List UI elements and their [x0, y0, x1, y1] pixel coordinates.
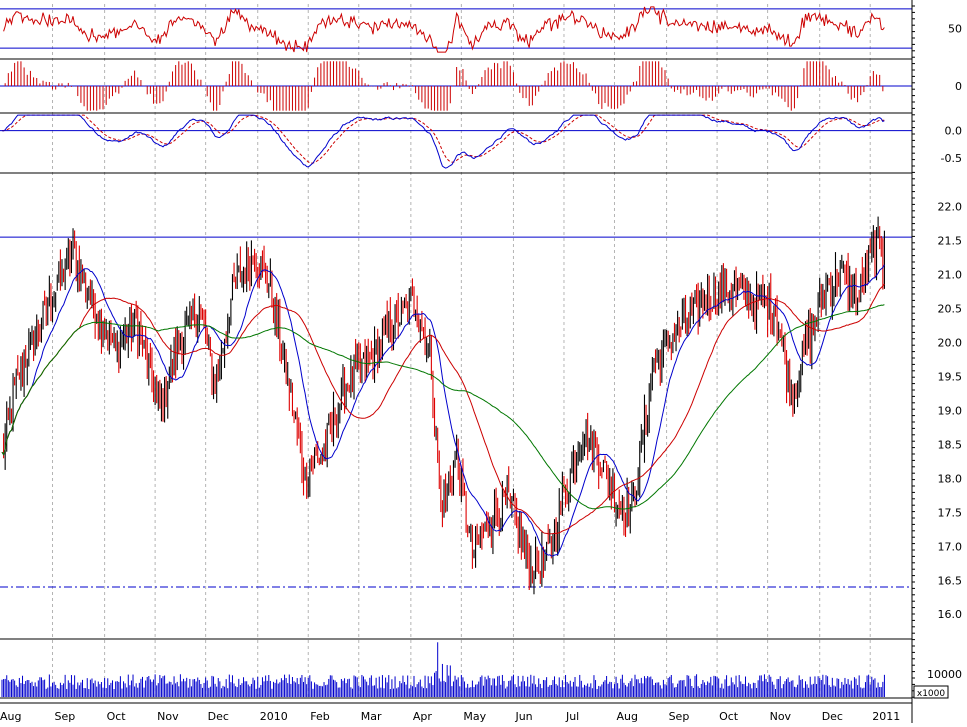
rsi-line [3, 6, 885, 53]
y-tick-label: 10000 [927, 668, 962, 681]
vertical-grid [52, 4, 871, 698]
y-tick-label: 21.5 [938, 235, 963, 248]
x-tick-label: Jul [565, 710, 579, 723]
moving-average-long [1, 304, 885, 510]
volume-unit-label: x1000 [917, 689, 946, 699]
x-tick-label: Aug [0, 710, 21, 723]
moving-average-short [1, 264, 885, 557]
x-tick-label: Dec [208, 710, 229, 723]
x-tick-label: 2010 [260, 710, 288, 723]
x-tick-label: Apr [413, 710, 433, 723]
y-tick-label: 19.5 [938, 370, 963, 383]
y-tick-label: 20.5 [938, 302, 963, 315]
macd-histogram-panel [0, 61, 912, 111]
x-tick-label: Sep [55, 710, 76, 723]
volume-panel [1, 642, 885, 697]
x-tick-label: Feb [310, 710, 329, 723]
moving-average-medium [1, 283, 885, 535]
y-tick-label: 21.0 [938, 269, 963, 282]
price-panel [0, 216, 912, 595]
x-tick-label: 2011 [872, 710, 900, 723]
macd-panel [0, 114, 912, 169]
x-tick-label: Jun [514, 710, 532, 723]
y-tick-label: 0 [955, 80, 962, 93]
y-tick-label: 18.5 [938, 438, 963, 451]
x-tick-label: Aug [616, 710, 637, 723]
y-tick-label: 18.0 [938, 472, 963, 485]
x-tick-label: Dec [822, 710, 843, 723]
y-tick-label: -0.5 [941, 152, 962, 165]
y-tick-label: 16.0 [938, 608, 963, 621]
y-tick-label: 0.0 [945, 125, 963, 138]
x-tick-label: Nov [157, 710, 179, 723]
macd-signal-line [2, 114, 885, 164]
y-tick-label: 17.5 [938, 506, 963, 519]
x-tick-label: Mar [361, 710, 382, 723]
x-tick-label: Oct [107, 710, 127, 723]
rsi-panel [0, 6, 912, 53]
y-tick-label: 50 [948, 23, 962, 36]
macd-line [1, 114, 885, 169]
x-tick-label: Oct [719, 710, 739, 723]
x-tick-label: Sep [669, 710, 690, 723]
volume-unit-box [913, 685, 949, 699]
x-tick-label: Nov [770, 710, 792, 723]
y-tick-label: 19.0 [938, 404, 963, 417]
y-tick-label: 22.0 [938, 201, 963, 214]
y-tick-label: 17.0 [938, 540, 963, 553]
y-tick-label: 20.0 [938, 336, 963, 349]
x-tick-label: May [463, 710, 486, 723]
y-tick-label: 16.5 [938, 574, 963, 587]
